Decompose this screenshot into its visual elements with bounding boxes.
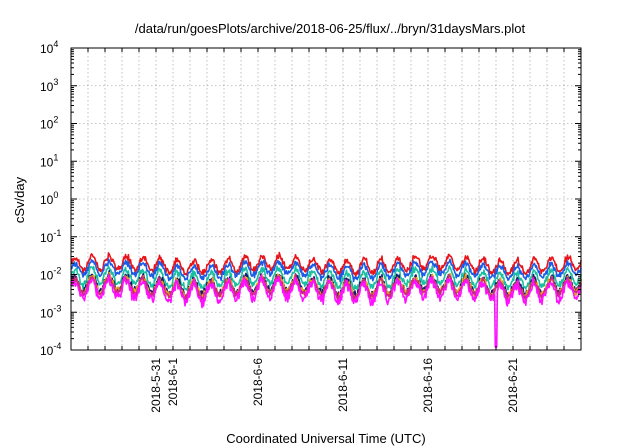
x-tick-labels: 2018-5-31 2018-6-1 2018-6-6 2018-6-11 2018-6… bbox=[149, 358, 520, 413]
y-tick-exponent: 2 bbox=[53, 115, 58, 125]
y-tick-exponent: 4 bbox=[53, 39, 58, 49]
chart-title: /data/run/goesPlots/archive/2018-06-25/f… bbox=[135, 21, 526, 36]
y-tick-label: 100 bbox=[40, 190, 58, 207]
y-tick-exponent: 0 bbox=[53, 190, 58, 200]
y-tick-label: 103 bbox=[40, 77, 58, 94]
x-tick-label: 2018-6-6 bbox=[251, 358, 265, 406]
y-tick-label: 10-3 bbox=[40, 303, 61, 320]
y-tick-base: 10 bbox=[40, 306, 54, 320]
x-tick-label: 2018-6-21 bbox=[506, 358, 520, 413]
y-tick-label: 101 bbox=[40, 152, 58, 169]
tick-marks bbox=[71, 47, 581, 351]
x-tick-label: 2018-5-31 bbox=[149, 358, 163, 413]
y-tick-label: 10-4 bbox=[40, 341, 61, 358]
series-group bbox=[70, 251, 582, 348]
y-tick-exponent: 3 bbox=[53, 77, 58, 87]
y-tick-base: 10 bbox=[40, 80, 54, 94]
y-tick-label: 10-1 bbox=[40, 228, 61, 245]
y-tick-exponent: 1 bbox=[53, 152, 58, 162]
y-tick-exponent: -2 bbox=[53, 266, 61, 276]
series-line bbox=[70, 258, 582, 283]
x-tick-label: 2018-6-1 bbox=[166, 358, 180, 406]
y-tick-base: 10 bbox=[40, 231, 54, 245]
y-tick-label: 10-2 bbox=[40, 266, 61, 283]
y-tick-base: 10 bbox=[40, 155, 54, 169]
y-tick-label: 102 bbox=[40, 115, 58, 132]
y-tick-base: 10 bbox=[40, 118, 54, 132]
x-tick-label: 2018-6-16 bbox=[421, 358, 435, 413]
y-tick-base: 10 bbox=[40, 193, 54, 207]
y-axis-label: cSv/day bbox=[12, 176, 27, 223]
y-tick-base: 10 bbox=[40, 42, 54, 56]
y-tick-base: 10 bbox=[40, 269, 54, 283]
grid bbox=[71, 48, 581, 350]
y-tick-base: 10 bbox=[40, 344, 54, 358]
x-tick-label: 2018-6-11 bbox=[336, 358, 350, 412]
series-line bbox=[70, 264, 582, 291]
y-tick-exponent: -3 bbox=[53, 303, 61, 313]
x-axis-label: Coordinated Universal Time (UTC) bbox=[226, 431, 425, 446]
y-tick-label: 104 bbox=[40, 39, 58, 56]
series-line bbox=[70, 251, 582, 278]
y-tick-exponent: -1 bbox=[53, 228, 61, 238]
y-tick-exponent: -4 bbox=[53, 341, 61, 351]
